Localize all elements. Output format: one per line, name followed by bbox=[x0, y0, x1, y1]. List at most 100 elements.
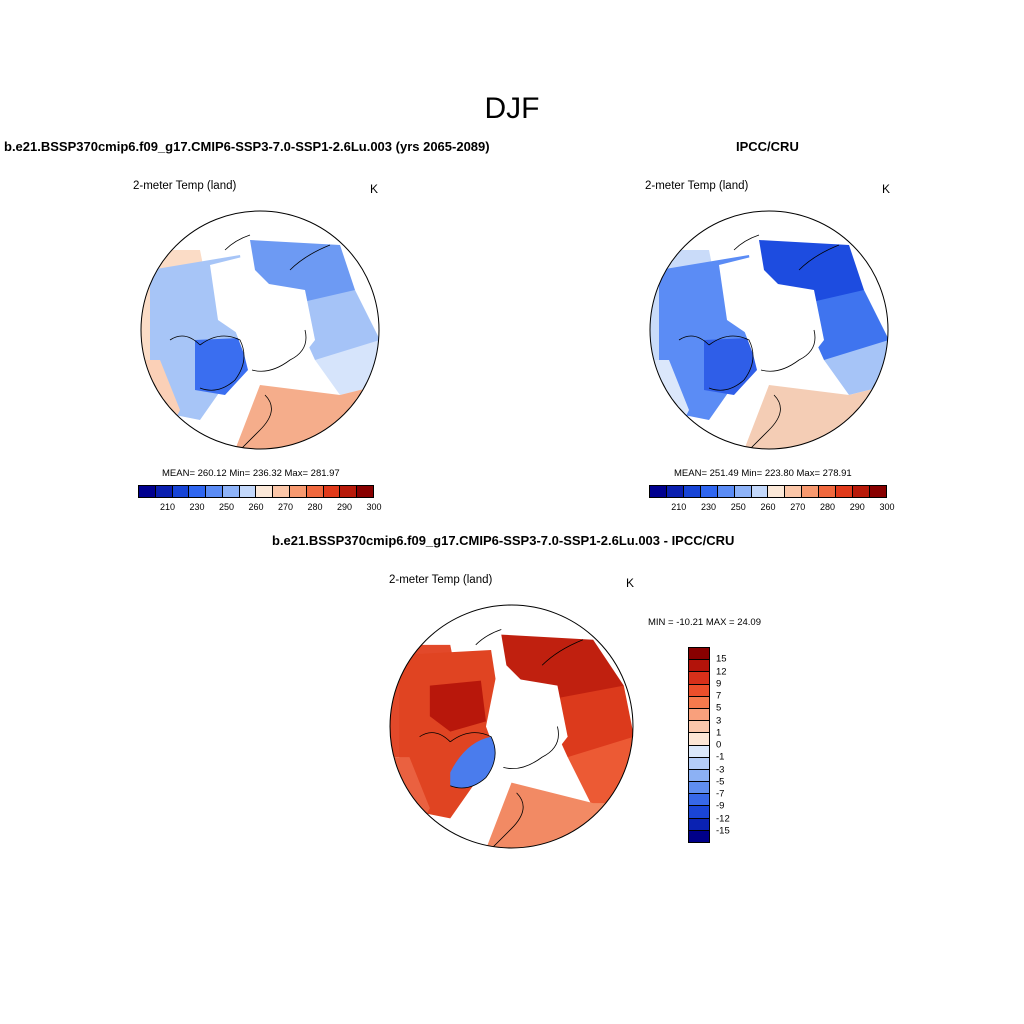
obs-colorbar-tick-label: 290 bbox=[849, 502, 865, 512]
model-colorbar-swatch bbox=[273, 486, 291, 497]
model-polar-map bbox=[140, 210, 380, 450]
model-colorbar-tick-label: 250 bbox=[218, 502, 235, 512]
diff-colorbar-swatch bbox=[689, 769, 709, 783]
diff-colorbar-swatch bbox=[689, 696, 709, 709]
obs-arctic-ocean bbox=[744, 280, 824, 385]
diff-colorbar-swatch bbox=[689, 794, 709, 807]
obs-panel-title: IPCC/CRU bbox=[736, 139, 799, 154]
model-colorbar-tick-label: 230 bbox=[189, 502, 205, 512]
obs-coastline bbox=[678, 234, 840, 449]
diff-colorbar-tick-label: 0 bbox=[716, 739, 722, 751]
model-colorbar-swatch bbox=[256, 486, 274, 497]
diff-polar-map bbox=[389, 604, 634, 849]
model-arctic-ocean bbox=[235, 280, 315, 385]
model-colorbar-swatch bbox=[290, 486, 307, 497]
diff-colorbar-tick-label: 1 bbox=[716, 727, 722, 739]
diff-hudson-region bbox=[429, 680, 486, 732]
model-colorbar-swatch bbox=[323, 486, 341, 497]
model-europe-region bbox=[235, 385, 379, 449]
model-colorbar-swatch bbox=[189, 486, 207, 497]
model-colorbar-swatch bbox=[340, 486, 358, 497]
diff-colorbar-swatch bbox=[689, 782, 709, 795]
model-colorbar-tick-label: 210 bbox=[159, 502, 176, 512]
diff-colorbar-swatch bbox=[689, 708, 709, 722]
model-colorbar-swatch bbox=[172, 486, 190, 497]
diff-colorbar-swatch bbox=[689, 733, 709, 746]
obs-colorbar-swatch bbox=[836, 486, 854, 497]
diff-panel-title: b.e21.BSSP370cmip6.f09_g17.CMIP6-SSP3-7.… bbox=[272, 533, 735, 548]
diff-colorbar-swatch bbox=[689, 648, 709, 661]
obs-colorbar-swatch bbox=[650, 486, 667, 497]
model-panel-title: b.e21.BSSP370cmip6.f09_g17.CMIP6-SSP3-7.… bbox=[4, 139, 490, 154]
model-colorbar-swatch bbox=[139, 486, 156, 497]
model-colorbar-swatch bbox=[206, 486, 223, 497]
obs-colorbar-tick-label: 210 bbox=[671, 502, 687, 512]
model-colorbar-swatch bbox=[306, 486, 324, 497]
obs-colorbar bbox=[649, 485, 887, 498]
model-colorbar-swatch bbox=[155, 486, 173, 497]
model-colorbar-swatch bbox=[357, 486, 373, 497]
diff-unit-label: K bbox=[626, 576, 635, 590]
obs-colorbar-swatch bbox=[683, 486, 701, 497]
obs-polar-map bbox=[649, 210, 889, 450]
obs-colorbar-tick-label: 300 bbox=[879, 502, 895, 512]
diff-colorbar-tick-label: 3 bbox=[716, 715, 722, 726]
model-colorbar-ticks: 210 230 250 260 270 280 290 300 bbox=[138, 502, 382, 514]
model-coastline bbox=[169, 234, 331, 449]
obs-colorbar-swatch bbox=[700, 486, 718, 497]
diff-colorbar-swatch bbox=[689, 721, 709, 734]
diff-colorbar-tick-label: 7 bbox=[716, 690, 722, 702]
diff-colorbar-tick-label: -3 bbox=[716, 764, 725, 775]
model-colorbar-tick-label: 270 bbox=[277, 502, 294, 512]
diff-colorbar-tick-label: -7 bbox=[716, 788, 725, 800]
obs-hudson-region bbox=[704, 338, 757, 395]
obs-colorbar-swatch bbox=[802, 486, 820, 497]
diff-colorbar-tick-label: 12 bbox=[716, 666, 727, 677]
obs-colorbar-tick-label: 230 bbox=[700, 502, 717, 512]
diff-coastline bbox=[419, 629, 584, 848]
model-stats: MEAN= 260.12 Min= 236.32 Max= 281.97 bbox=[162, 468, 340, 479]
model-colorbar-tick-label: 260 bbox=[248, 502, 264, 512]
diff-colorbar-tick-label: -1 bbox=[716, 751, 725, 763]
diff-colorbar-tick-label: 5 bbox=[716, 702, 722, 714]
diff-variable-label: 2-meter Temp (land) bbox=[389, 574, 493, 586]
obs-colorbar-swatch bbox=[768, 486, 786, 497]
diff-colorbar-tick-label: -12 bbox=[716, 813, 730, 824]
figure-title: DJF bbox=[484, 92, 540, 125]
model-colorbar-tick-label: 280 bbox=[307, 502, 323, 512]
diff-colorbar-tick-label: 9 bbox=[716, 678, 722, 690]
diff-colorbar-swatch bbox=[689, 672, 709, 685]
diff-colorbar-swatch bbox=[689, 757, 709, 770]
model-unit-label: K bbox=[370, 182, 379, 196]
obs-colorbar-tick-label: 250 bbox=[730, 502, 746, 512]
obs-colorbar-tick-label: 270 bbox=[790, 502, 806, 512]
obs-variable-label: 2-meter Temp (land) bbox=[645, 180, 749, 192]
model-variable-label: 2-meter Temp (land) bbox=[133, 180, 237, 192]
obs-europe-region bbox=[744, 385, 888, 449]
diff-colorbar-tick-label: -15 bbox=[716, 825, 730, 837]
model-eurasia-west-region bbox=[315, 340, 379, 395]
diff-colorbar-tick-label: 15 bbox=[716, 653, 727, 665]
obs-colorbar-tick-label: 260 bbox=[760, 502, 776, 512]
diff-colorbar-swatch bbox=[689, 818, 709, 831]
obs-unit-label: K bbox=[882, 182, 891, 196]
diff-colorbar bbox=[688, 647, 710, 843]
diff-colorbar-ticks: 15 12 9 7 5 3 1 0 -1 -3 -5 -7 -9 -12 -15 bbox=[716, 647, 756, 843]
diff-colorbar-swatch bbox=[689, 660, 709, 673]
obs-colorbar-tick-label: 280 bbox=[819, 502, 836, 512]
obs-colorbar-swatch bbox=[666, 486, 684, 497]
diff-stats: MIN = -10.21 MAX = 24.09 bbox=[648, 617, 762, 628]
obs-colorbar-swatch bbox=[785, 486, 803, 497]
model-colorbar-swatch bbox=[239, 486, 257, 497]
obs-colorbar-swatch bbox=[869, 486, 886, 497]
obs-colorbar-swatch bbox=[819, 486, 837, 497]
diff-greenland-region bbox=[450, 736, 496, 788]
model-field bbox=[141, 211, 379, 449]
model-colorbar bbox=[138, 485, 374, 498]
diff-arctic-ocean bbox=[485, 675, 568, 783]
obs-colorbar-swatch bbox=[853, 486, 870, 497]
diff-colorbar-swatch bbox=[689, 830, 709, 842]
diff-colorbar-swatch bbox=[689, 684, 709, 697]
diff-colorbar-swatch bbox=[689, 745, 709, 758]
diff-colorbar-tick-label: -5 bbox=[716, 776, 725, 788]
